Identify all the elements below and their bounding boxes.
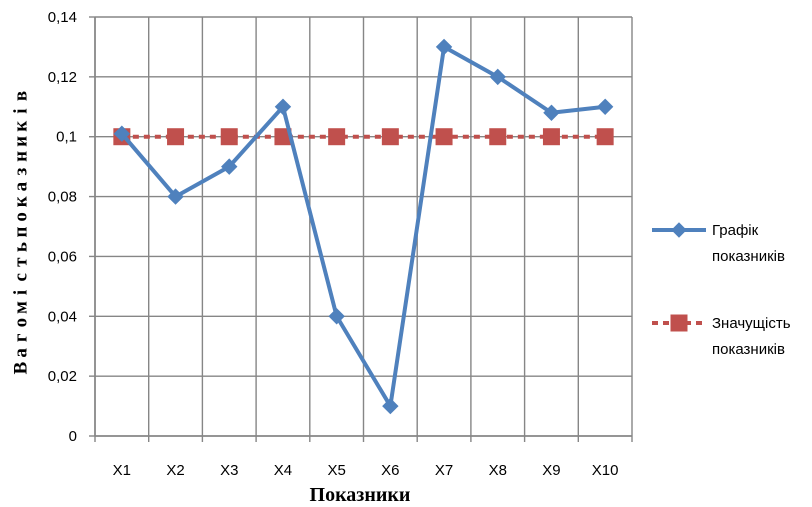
data-point-marker — [670, 314, 688, 332]
x-tick-label: X8 — [489, 462, 507, 479]
y-axis-title-char: м — [10, 301, 31, 314]
data-point-marker — [113, 125, 131, 142]
x-tick-label: X6 — [381, 462, 399, 479]
y-axis-title-char: ь — [10, 242, 31, 252]
y-tick-label: 0,12 — [48, 69, 77, 86]
data-point-marker — [435, 38, 453, 56]
y-axis-title-char: г — [10, 333, 31, 342]
grid-lines — [94, 16, 633, 437]
x-axis-title: Показники — [310, 484, 411, 506]
y-axis-title-char: з — [10, 167, 31, 175]
legend-item-2: Значущість показників — [652, 314, 791, 358]
data-point-marker — [328, 308, 345, 325]
y-axis-title-char: т — [10, 257, 31, 267]
x-tick-labels: X1 X2 X3 X4 X5 X6 X7 X8 X9 X10 — [113, 462, 619, 479]
x-tick-label: X5 — [327, 462, 345, 479]
y-tick-labels: 0 0,02 0,04 0,06 0,08 0,1 0,12 0,14 — [48, 9, 77, 445]
y-tick-label: 0,08 — [48, 189, 77, 206]
legend: Графік показників Значущість показників — [652, 222, 791, 358]
data-point-marker — [167, 188, 184, 205]
y-axis-title-char: і — [10, 108, 31, 113]
series-group — [113, 38, 614, 415]
legend-label: Графік — [712, 222, 759, 239]
y-axis-title-char: и — [10, 136, 31, 147]
y-tick-label: 0,06 — [48, 248, 77, 265]
x-tick-label: X3 — [220, 462, 238, 479]
legend-label: Значущість — [712, 315, 791, 332]
x-tick-label: X10 — [592, 462, 619, 479]
legend-item-1: Графік показників — [652, 222, 785, 265]
y-axis-title-char: к — [10, 196, 31, 207]
y-tick-label: 0,1 — [56, 129, 77, 146]
series-1 — [113, 38, 614, 415]
y-axis-title-char: п — [10, 226, 31, 237]
y-tick-label: 0 — [69, 428, 77, 445]
x-tick-label: X9 — [542, 462, 560, 479]
x-tick-label: X4 — [274, 462, 292, 479]
y-axis-title-char: к — [10, 121, 31, 132]
x-tick-label: X2 — [166, 462, 184, 479]
data-point-marker — [542, 128, 560, 146]
data-point-marker — [489, 128, 507, 146]
data-point-marker — [274, 98, 292, 115]
data-point-marker — [489, 68, 506, 86]
data-point-marker — [596, 128, 614, 146]
y-tick-label: 0,02 — [48, 368, 77, 385]
data-point-marker — [543, 104, 560, 121]
y-axis-title-char: н — [10, 151, 31, 162]
data-point-marker — [221, 158, 238, 175]
y-tick-label: 0,14 — [48, 9, 77, 26]
y-axis-title-char: а — [10, 348, 31, 358]
y-axis-title-char: і — [10, 290, 31, 295]
data-point-marker — [596, 98, 614, 115]
y-axis-title-char: а — [10, 181, 31, 191]
y-axis-title-char: с — [10, 273, 31, 281]
axes — [89, 16, 633, 442]
data-point-marker — [220, 128, 238, 146]
y-tick-label: 0,04 — [48, 308, 77, 325]
legend-label: показників — [712, 248, 785, 265]
series-line — [120, 44, 606, 409]
y-axis-title-char: о — [10, 318, 31, 328]
data-point-marker — [382, 397, 399, 415]
data-point-marker — [381, 128, 399, 146]
x-tick-label: X7 — [435, 462, 453, 479]
data-point-marker — [671, 222, 687, 238]
data-point-marker — [167, 128, 185, 146]
legend-label: показників — [712, 341, 785, 358]
y-axis-title-char: в — [10, 91, 31, 101]
x-tick-label: X1 — [113, 462, 131, 479]
data-point-marker — [328, 128, 346, 146]
data-point-marker — [435, 128, 453, 146]
y-axis-title-char: В — [10, 361, 31, 374]
y-axis-title-char: о — [10, 212, 31, 222]
